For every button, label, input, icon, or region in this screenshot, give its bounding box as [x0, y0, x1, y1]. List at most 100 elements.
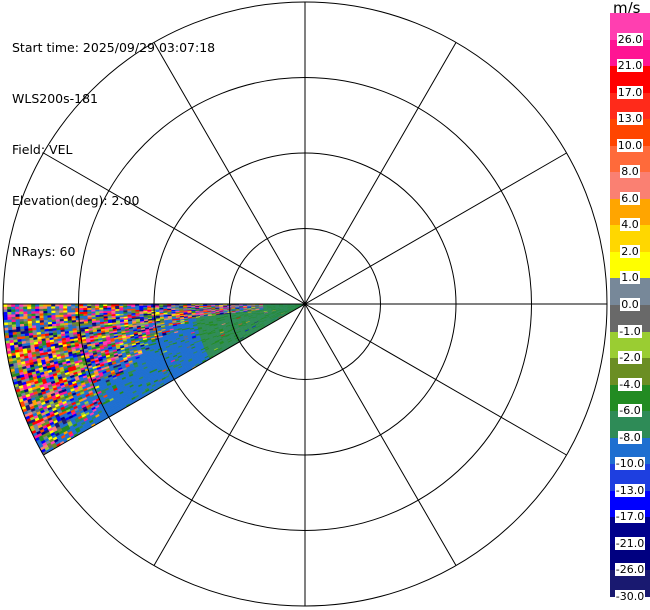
range-gate	[82, 309, 88, 312]
range-gate	[34, 306, 40, 309]
colorbar-tick-label: 10.0	[616, 138, 644, 152]
range-gate	[82, 311, 88, 314]
range-gate	[82, 307, 88, 311]
range-gate	[54, 310, 60, 313]
range-gate	[94, 310, 100, 314]
range-gate	[10, 311, 16, 315]
range-gate	[2, 306, 8, 310]
range-gate	[70, 309, 76, 313]
range-gate	[58, 305, 64, 309]
range-gate	[62, 308, 68, 311]
range-gate	[38, 310, 44, 314]
range-gate	[62, 305, 68, 309]
range-gate	[22, 311, 28, 315]
range-gate	[46, 305, 52, 309]
range-gate	[38, 308, 44, 312]
colorbar-tick-label: -8.0	[618, 430, 642, 444]
range-gate	[19, 316, 24, 320]
range-gate	[15, 321, 20, 325]
range-gate	[22, 308, 28, 312]
range-gate	[86, 305, 92, 309]
range-gate	[78, 305, 84, 309]
colorbar-tick-label: -4.0	[618, 377, 642, 391]
range-gate	[47, 312, 52, 316]
colorbar-tick-label: -13.0	[614, 483, 646, 497]
range-gate	[138, 305, 144, 308]
range-gate	[43, 317, 48, 321]
range-gate	[15, 323, 21, 328]
colorbar-tick-label: 6.0	[620, 191, 640, 205]
range-gate	[62, 312, 68, 315]
range-gate	[90, 307, 96, 310]
range-gate	[30, 313, 36, 317]
polar-plot	[2, 1, 608, 607]
range-gate	[34, 308, 40, 312]
colorbar-tick-label: -17.0	[614, 510, 646, 524]
range-gate	[130, 305, 136, 308]
range-gate	[18, 306, 24, 310]
colorbar-tick-label: -10.0	[614, 457, 646, 471]
range-gate	[11, 321, 16, 325]
range-gate	[66, 311, 72, 315]
range-gate	[10, 308, 16, 312]
header-info: Start time: 2025/09/29 03:07:18 WLS200s-…	[12, 5, 215, 277]
range-gate	[38, 312, 44, 316]
range-gate	[106, 305, 112, 308]
range-gate	[39, 319, 44, 323]
range-gate	[70, 307, 76, 311]
colorbar-tick-label: 1.0	[620, 271, 640, 285]
colorbar-tick-label: -2.0	[618, 351, 642, 365]
range-gate	[26, 313, 32, 317]
range-gate	[42, 315, 48, 318]
range-gate	[90, 312, 96, 316]
velocity-sector	[2, 303, 304, 456]
range-gate	[14, 311, 20, 315]
range-gate	[78, 307, 84, 311]
nrays-label: NRays: 60	[12, 244, 76, 259]
range-gate	[58, 314, 64, 318]
range-gate	[35, 315, 40, 319]
range-gate	[27, 315, 32, 319]
range-gate	[30, 306, 36, 310]
range-gate	[2, 314, 8, 318]
range-gate	[118, 305, 124, 308]
colorbar-unit: m/s	[613, 0, 641, 17]
range-gate	[130, 306, 136, 309]
range-gate	[3, 316, 8, 321]
range-gate	[23, 320, 28, 324]
range-gate	[122, 305, 128, 308]
range-gate	[2, 308, 8, 313]
range-gate	[35, 322, 41, 326]
range-gate	[27, 318, 32, 322]
range-gate	[10, 313, 16, 318]
range-gate	[50, 310, 56, 314]
range-gate	[43, 312, 48, 316]
range-gate	[31, 320, 36, 324]
range-gate	[90, 309, 96, 312]
range-gate	[18, 311, 24, 315]
range-gate	[42, 310, 48, 314]
range-gate	[6, 308, 12, 313]
range-gate	[10, 306, 16, 310]
colorbar-tick-label: 21.0	[616, 59, 644, 73]
range-gate	[34, 313, 40, 317]
range-gate	[26, 306, 32, 310]
colorbar-tick-label: -26.0	[614, 563, 646, 577]
polar-grid	[2, 1, 608, 607]
range-gate	[30, 310, 36, 314]
range-gate	[34, 310, 40, 314]
range-gate	[110, 305, 116, 308]
field-label: Field: VEL	[12, 142, 73, 157]
colorbar-tick-label: -21.0	[614, 536, 646, 550]
elevation-label: Elevation(deg): 2.00	[12, 193, 140, 208]
range-gate	[7, 319, 12, 323]
range-gate	[78, 309, 84, 313]
range-gate	[38, 306, 44, 309]
range-gate	[31, 317, 36, 321]
range-gate	[86, 309, 92, 312]
range-gate	[54, 305, 60, 309]
range-gate	[6, 311, 12, 315]
range-gate	[58, 307, 64, 311]
azimuth-spoke	[153, 42, 457, 566]
range-gate	[86, 307, 92, 310]
